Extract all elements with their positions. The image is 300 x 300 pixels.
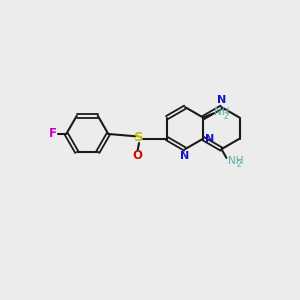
Text: 2: 2 bbox=[223, 112, 228, 121]
Text: NH: NH bbox=[228, 156, 243, 166]
Text: N: N bbox=[205, 134, 214, 144]
Text: O: O bbox=[133, 149, 142, 162]
Text: NH: NH bbox=[214, 107, 230, 117]
Text: N: N bbox=[217, 95, 226, 105]
Text: S: S bbox=[134, 131, 144, 144]
Text: N: N bbox=[181, 151, 190, 161]
Text: F: F bbox=[49, 128, 57, 140]
Text: 2: 2 bbox=[237, 160, 242, 169]
